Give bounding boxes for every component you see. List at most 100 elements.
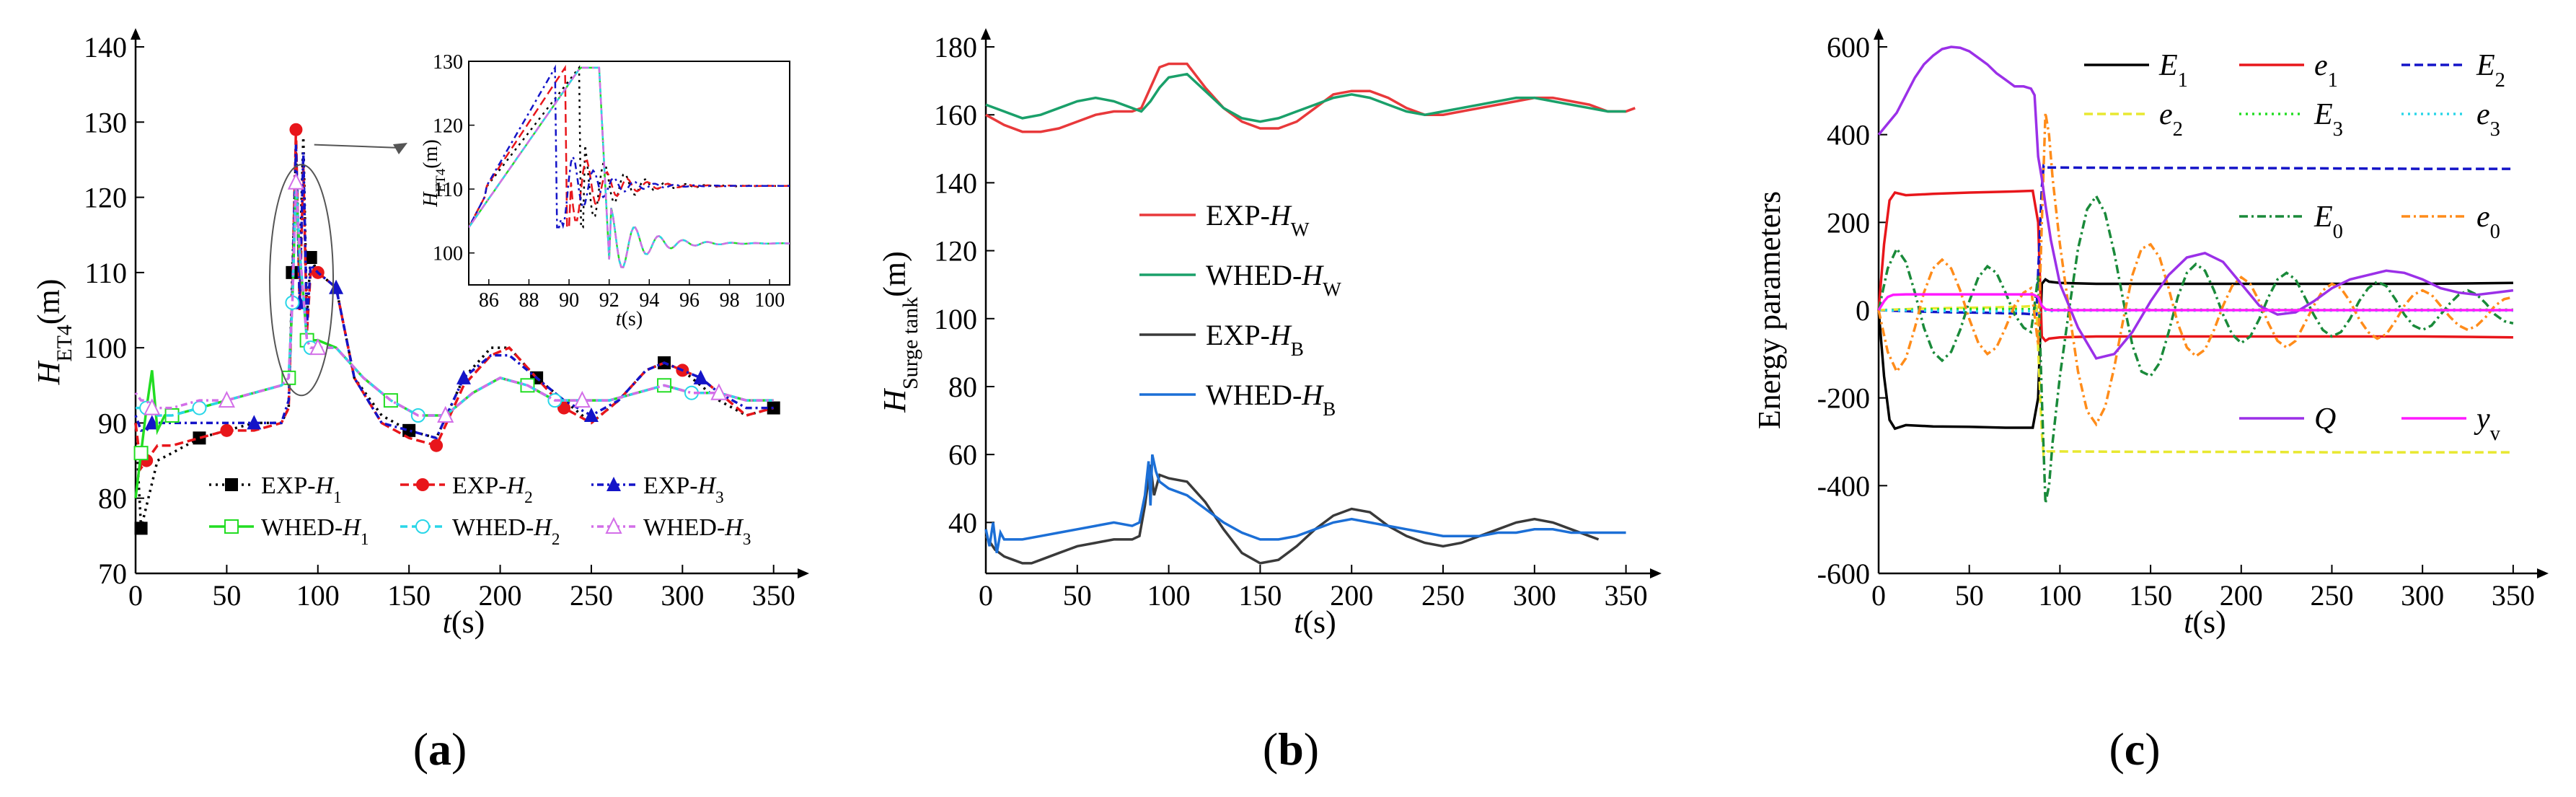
series-line-e1 — [1877, 189, 2513, 343]
y-tick-label: 130 — [84, 106, 127, 138]
data-point-EXP-H2 — [430, 439, 444, 452]
y-tick-label: 140 — [84, 31, 127, 63]
data-point-WHED-H3 — [573, 390, 591, 408]
data-point-WHED-H3 — [309, 338, 327, 356]
inset-x-tick-label: 86 — [479, 289, 499, 312]
panel-label-b: (b) — [1263, 723, 1319, 775]
y-tick-label: 600 — [1827, 31, 1870, 63]
data-point-WHED-H3 — [218, 390, 236, 408]
x-tick-label: 300 — [1513, 579, 1556, 612]
inset-x-tick-label: 98 — [720, 289, 740, 312]
x-tick-label: 150 — [387, 579, 431, 612]
legend-label: E3 — [2313, 98, 2343, 141]
data-point-EXP-H1 — [304, 251, 317, 264]
legend-label: e1 — [2314, 49, 2338, 92]
data-point-WHED-H2 — [192, 400, 207, 415]
x-tick-label: 50 — [1063, 579, 1092, 612]
inset-x-tick-label: 88 — [519, 289, 539, 312]
inset-x-tick-label: 100 — [754, 289, 785, 312]
legend-label: WHED-HB — [1206, 379, 1336, 420]
x-tick-label: 100 — [1147, 579, 1191, 612]
panel-a: 0 50 100 150 200 250 300 350 70 80 90 100 110 120 130 1… — [31, 28, 809, 775]
inset-y-tick-label: 130 — [433, 51, 463, 74]
x-tick-label: 250 — [2310, 579, 2353, 612]
legend: EXP-HW WHED-HW EXP-HB WHED-HB — [1139, 199, 1341, 420]
panel-label-c: (c) — [2109, 723, 2160, 775]
data-point-EXP-H2 — [557, 401, 571, 415]
series-line-E3 — [1878, 304, 2513, 312]
inset-y-tick-label: 110 — [433, 179, 463, 201]
y-tick-label: 120 — [84, 182, 127, 214]
series-line-WHED-HW — [985, 72, 1626, 123]
data-point-EXP-H3 — [583, 408, 599, 422]
series-line-E1 — [1877, 278, 2513, 431]
data-point-EXP-H3 — [247, 415, 262, 430]
data-point-EXP-H3 — [693, 369, 708, 384]
legend-marker — [225, 478, 238, 491]
series-line-WHED-H2 — [136, 182, 774, 417]
x-axis-label: t(s) — [1294, 604, 1336, 640]
x-tick-label: 200 — [479, 579, 522, 612]
y-tick-label: 120 — [934, 235, 977, 268]
legend-label: e0 — [2476, 201, 2500, 243]
y-tick-label: 160 — [934, 99, 977, 131]
legend-label: yv — [2474, 402, 2501, 445]
data-point-WHED-H1 — [133, 446, 149, 461]
data-point-EXP-H3 — [456, 369, 471, 384]
inset-x-tick-label: 96 — [679, 289, 700, 312]
x-axis-arrow — [2537, 568, 2549, 578]
x-tick-label: 350 — [752, 579, 795, 612]
series-line-e3 — [1878, 309, 2513, 317]
x-axis-label: t(s) — [2184, 604, 2226, 640]
y-axis-arrow — [131, 28, 141, 40]
inset-x-tick-label: 90 — [559, 289, 579, 312]
series-line-e0 — [1877, 113, 2514, 427]
x-axis-label: t(s) — [443, 604, 485, 640]
data-point-WHED-H3 — [710, 383, 728, 400]
legend-marker — [415, 519, 430, 534]
x-tick-label: 300 — [2401, 579, 2444, 612]
x-tick-label: 350 — [2492, 579, 2535, 612]
legend-label: WHED-H1 — [261, 514, 369, 549]
inset-y-tick-label: 100 — [433, 243, 463, 265]
x-tick-label: 100 — [2038, 579, 2081, 612]
y-axis-label: HSurge tank(m) — [877, 251, 922, 413]
legend-label: EXP-HB — [1206, 319, 1304, 360]
legend-label: EXP-H2 — [452, 472, 533, 507]
y-tick-label: 60 — [948, 439, 977, 471]
legend-label: Q — [2314, 402, 2336, 436]
y-tick-label: 110 — [84, 257, 127, 289]
legend-label: EXP-H3 — [643, 472, 724, 507]
data-point-WHED-H3 — [437, 405, 454, 423]
legend-label: e2 — [2159, 98, 2183, 141]
x-axis-arrow — [798, 568, 809, 578]
y-axis-label: Energy parameters — [1752, 191, 1787, 429]
data-point-EXP-H1 — [134, 521, 148, 535]
legend-label: WHED-H2 — [452, 514, 560, 549]
y-tick-label: 0 — [1856, 294, 1870, 327]
legend-label: WHED-HW — [1206, 259, 1341, 300]
series-line-e2 — [1878, 304, 2513, 458]
data-point-WHED-H3 — [287, 172, 305, 190]
x-tick-label: 0 — [979, 579, 993, 612]
y-tick-label: -600 — [1817, 558, 1870, 590]
y-tick-label: -200 — [1817, 382, 1870, 415]
legend-label: EXP-H1 — [261, 472, 342, 507]
series-line-WHED-HB — [984, 454, 1626, 554]
data-point-EXP-H1 — [193, 431, 206, 445]
y-tick-label: 200 — [1827, 206, 1870, 239]
y-axis-arrow — [1874, 28, 1884, 40]
x-tick-label: 250 — [1421, 579, 1465, 612]
y-tick-label: 80 — [948, 371, 977, 403]
data-point-EXP-H1 — [767, 401, 780, 415]
x-tick-label: 0 — [128, 579, 143, 612]
legend-label: e3 — [2476, 98, 2500, 141]
inset-frame — [468, 61, 790, 286]
y-tick-label: 80 — [98, 483, 127, 515]
inset-series-WHED-H3 — [469, 66, 790, 268]
x-tick-label: 100 — [296, 579, 340, 612]
x-tick-label: 150 — [1238, 579, 1282, 612]
inset-arrow-line — [314, 144, 401, 149]
x-tick-label: 50 — [1955, 579, 1984, 612]
